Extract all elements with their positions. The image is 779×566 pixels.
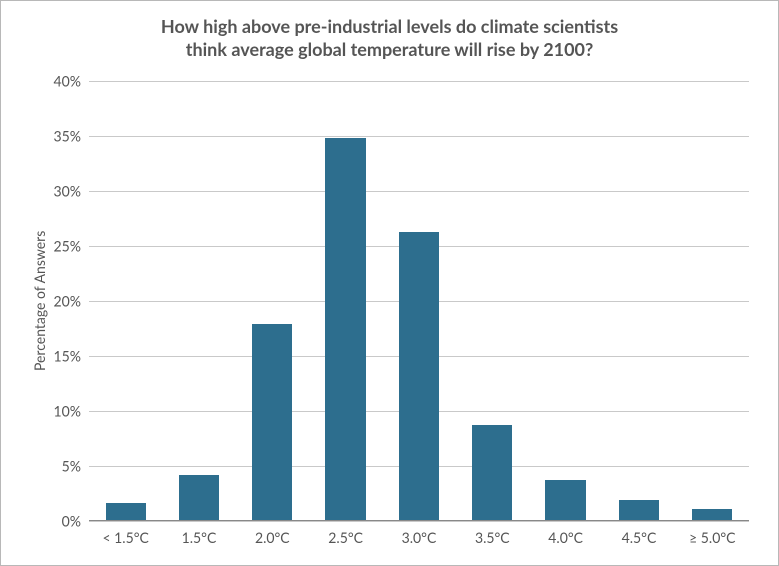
bar-slot: < 1.5°C [89, 81, 162, 521]
bar-slot: 3.5°C [456, 81, 529, 521]
bar-slot: 4.5°C [602, 81, 675, 521]
bar-slot: 4.0°C [529, 81, 602, 521]
bar-slot: 3.0°C [382, 81, 455, 521]
bar-slot: 1.5°C [162, 81, 235, 521]
bar [252, 324, 292, 521]
y-tick-label: 20% [54, 293, 81, 310]
x-tick-label: 2.0°C [255, 529, 290, 546]
y-axis-label: Percentage of Answers [31, 231, 48, 371]
bar [325, 138, 365, 521]
x-tick-label: 2.5°C [328, 529, 363, 546]
chart-frame: How high above pre-industrial levels do … [0, 0, 779, 566]
bar-slot: 2.0°C [236, 81, 309, 521]
y-tick-label: 5% [62, 458, 81, 475]
x-tick-label: 4.0°C [548, 529, 583, 546]
x-tick-label: 4.5°C [622, 529, 657, 546]
x-axis-line [89, 520, 749, 521]
bars-container: < 1.5°C1.5°C2.0°C2.5°C3.0°C3.5°C4.0°C4.5… [89, 81, 749, 521]
y-tick-label: 25% [54, 238, 81, 255]
bar [399, 232, 439, 521]
y-tick-label: 35% [54, 128, 81, 145]
bar-slot: 2.5°C [309, 81, 382, 521]
gridline [89, 521, 749, 522]
bar [106, 503, 146, 521]
bar [179, 475, 219, 521]
bar [472, 425, 512, 521]
plot-area: Percentage of Answers 0%5%10%15%20%25%30… [89, 81, 749, 521]
y-tick-label: 10% [54, 403, 81, 420]
y-tick-label: 40% [54, 73, 81, 90]
bar [545, 480, 585, 521]
x-tick-label: ≥ 5.0°C [689, 529, 735, 546]
y-tick-label: 30% [54, 183, 81, 200]
y-tick-label: 0% [62, 513, 81, 530]
x-tick-label: 3.0°C [402, 529, 437, 546]
x-tick-label: 1.5°C [182, 529, 217, 546]
chart-title-line2: think average global temperature will ri… [186, 38, 594, 60]
chart-title: How high above pre-industrial levels do … [1, 15, 778, 62]
chart-title-line1: How high above pre-industrial levels do … [161, 15, 618, 37]
bar-slot: ≥ 5.0°C [676, 81, 749, 521]
y-tick-label: 15% [54, 348, 81, 365]
bar [619, 500, 659, 521]
x-tick-label: < 1.5°C [102, 529, 148, 546]
x-tick-label: 3.5°C [475, 529, 510, 546]
